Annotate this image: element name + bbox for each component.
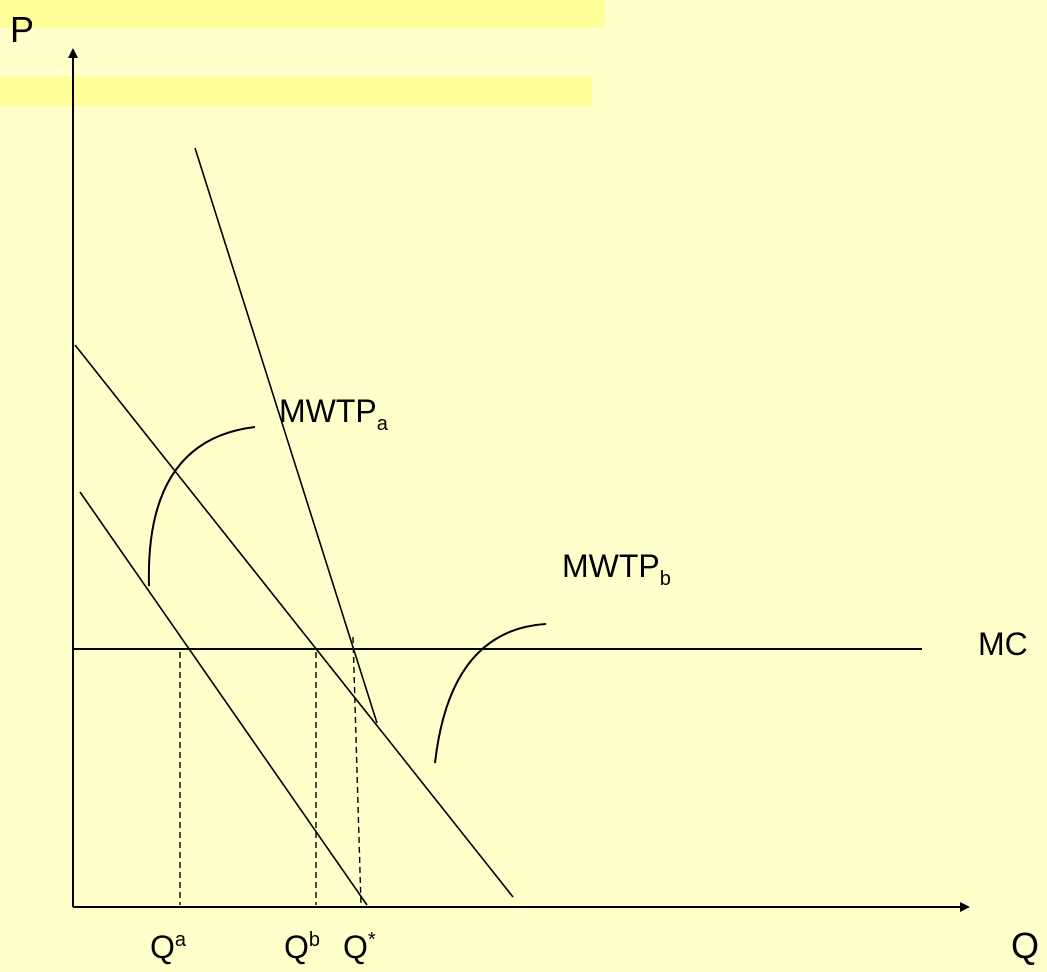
mc-label: MC: [978, 626, 1028, 662]
qstar-label-base: Q: [343, 929, 368, 965]
mwtp-b-label-sub: b: [659, 568, 671, 590]
mwtp-a-label: MWTPa: [279, 395, 388, 434]
qb-label: Qb: [284, 930, 320, 963]
qa-label-base: Q: [150, 929, 175, 965]
highlight-band-second: [0, 76, 592, 106]
aggregate-mwtp-line: [194, 147, 378, 724]
mwtp-a-pointer-curve: [147, 426, 256, 587]
mwtp-a-line: [79, 491, 368, 906]
mwtp-b-label: MWTPb: [562, 550, 671, 589]
mwtp-b-line: [74, 344, 514, 898]
mwtp-a-label-base: MWTP: [279, 393, 377, 429]
mwtp-b-label-base: MWTP: [562, 548, 660, 584]
qstar-dashed-line: [352, 636, 362, 906]
qstar-label-sup: *: [367, 929, 376, 951]
mwtp-a-label-sub: a: [376, 413, 388, 435]
y-axis-label: P: [10, 9, 35, 50]
qa-label: Qa: [150, 930, 186, 963]
qb-label-sup: b: [308, 929, 321, 951]
mwtp-b-pointer-curve: [434, 623, 547, 764]
qb-label-base: Q: [284, 929, 309, 965]
x-axis-label: Q: [1011, 925, 1040, 966]
qstar-label: Q*: [343, 930, 376, 963]
highlight-band-top: [0, 0, 605, 28]
qa-label-sup: a: [174, 929, 187, 951]
